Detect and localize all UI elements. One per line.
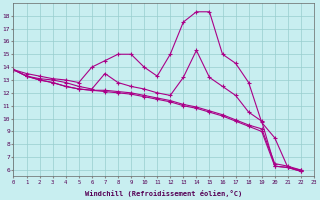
X-axis label: Windchill (Refroidissement éolien,°C): Windchill (Refroidissement éolien,°C) — [85, 190, 242, 197]
